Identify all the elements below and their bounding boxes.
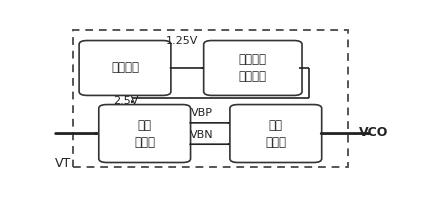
Text: 1.25V: 1.25V — [166, 36, 198, 46]
Text: VBN: VBN — [190, 130, 214, 140]
Text: 环形
振荡器: 环形 振荡器 — [265, 119, 286, 148]
Text: VBP: VBP — [191, 108, 213, 118]
Text: VT: VT — [55, 157, 71, 170]
FancyBboxPatch shape — [203, 41, 302, 95]
Text: VCO: VCO — [360, 126, 389, 139]
FancyBboxPatch shape — [79, 41, 171, 95]
Text: 低压差线
性稳压器: 低压差线 性稳压器 — [239, 53, 267, 83]
Text: 2.5V: 2.5V — [113, 96, 139, 106]
FancyBboxPatch shape — [230, 105, 322, 163]
Text: 电流
转换器: 电流 转换器 — [134, 119, 155, 148]
Text: 带隙基准: 带隙基准 — [111, 61, 139, 74]
FancyBboxPatch shape — [99, 105, 190, 163]
